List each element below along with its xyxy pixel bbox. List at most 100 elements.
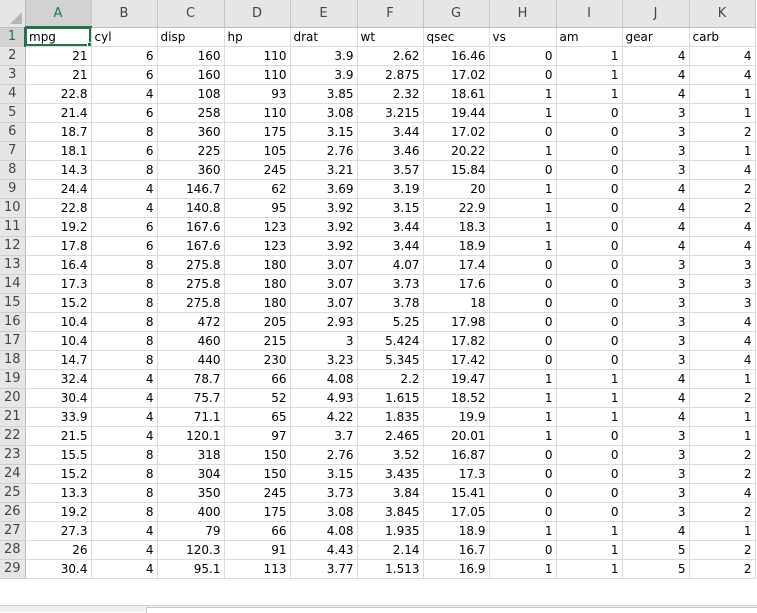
cell-J19[interactable]: 4 — [622, 369, 690, 389]
cell-F20[interactable]: 1.615 — [357, 388, 424, 408]
cell-A3[interactable]: 21 — [25, 65, 92, 85]
select-all-button[interactable] — [0, 0, 26, 28]
cell-I11[interactable]: 0 — [556, 217, 623, 237]
cell-A24[interactable]: 15.2 — [25, 464, 92, 484]
cell-A13[interactable]: 16.4 — [25, 255, 92, 275]
cell-B19[interactable]: 4 — [91, 369, 158, 389]
cell-C9[interactable]: 146.7 — [157, 179, 225, 199]
cell-F21[interactable]: 1.835 — [357, 407, 424, 427]
cell-E1[interactable]: drat — [290, 27, 358, 47]
cell-B8[interactable]: 8 — [91, 160, 158, 180]
cell-J23[interactable]: 3 — [622, 445, 690, 465]
cell-E4[interactable]: 3.85 — [290, 84, 358, 104]
cell-A25[interactable]: 13.3 — [25, 483, 92, 503]
cell-B20[interactable]: 4 — [91, 388, 158, 408]
row-header-16[interactable]: 16 — [0, 312, 26, 332]
cell-B4[interactable]: 4 — [91, 84, 158, 104]
cell-I28[interactable]: 1 — [556, 540, 623, 560]
row-header-25[interactable]: 25 — [0, 483, 26, 503]
cell-D3[interactable]: 110 — [224, 65, 291, 85]
cell-K21[interactable]: 1 — [689, 407, 756, 427]
cell-B12[interactable]: 6 — [91, 236, 158, 256]
cell-A8[interactable]: 14.3 — [25, 160, 92, 180]
cell-D6[interactable]: 175 — [224, 122, 291, 142]
cell-F29[interactable]: 1.513 — [357, 559, 424, 579]
cell-E8[interactable]: 3.21 — [290, 160, 358, 180]
cell-G12[interactable]: 18.9 — [423, 236, 490, 256]
cell-B3[interactable]: 6 — [91, 65, 158, 85]
cell-F22[interactable]: 2.465 — [357, 426, 424, 446]
cell-H25[interactable]: 0 — [489, 483, 557, 503]
cell-C22[interactable]: 120.1 — [157, 426, 225, 446]
cell-J4[interactable]: 4 — [622, 84, 690, 104]
cell-E28[interactable]: 4.43 — [290, 540, 358, 560]
cell-J17[interactable]: 3 — [622, 331, 690, 351]
cell-F11[interactable]: 3.44 — [357, 217, 424, 237]
cell-H13[interactable]: 0 — [489, 255, 557, 275]
scrollbar-thumb[interactable] — [146, 607, 757, 613]
row-header-14[interactable]: 14 — [0, 274, 26, 294]
cell-G23[interactable]: 16.87 — [423, 445, 490, 465]
cell-D13[interactable]: 180 — [224, 255, 291, 275]
cell-I19[interactable]: 1 — [556, 369, 623, 389]
cell-D28[interactable]: 91 — [224, 540, 291, 560]
cell-F28[interactable]: 2.14 — [357, 540, 424, 560]
cell-H19[interactable]: 1 — [489, 369, 557, 389]
cell-K18[interactable]: 4 — [689, 350, 756, 370]
cell-G21[interactable]: 19.9 — [423, 407, 490, 427]
cell-C1[interactable]: disp — [157, 27, 225, 47]
cell-F4[interactable]: 2.32 — [357, 84, 424, 104]
cell-F1[interactable]: wt — [357, 27, 424, 47]
cell-K15[interactable]: 3 — [689, 293, 756, 313]
cell-G4[interactable]: 18.61 — [423, 84, 490, 104]
cell-C6[interactable]: 360 — [157, 122, 225, 142]
cell-E19[interactable]: 4.08 — [290, 369, 358, 389]
cell-D15[interactable]: 180 — [224, 293, 291, 313]
cell-D2[interactable]: 110 — [224, 46, 291, 66]
cell-K17[interactable]: 4 — [689, 331, 756, 351]
cell-I29[interactable]: 1 — [556, 559, 623, 579]
cell-F9[interactable]: 3.19 — [357, 179, 424, 199]
cell-C26[interactable]: 400 — [157, 502, 225, 522]
cell-A29[interactable]: 30.4 — [25, 559, 92, 579]
cell-B9[interactable]: 4 — [91, 179, 158, 199]
cell-F13[interactable]: 4.07 — [357, 255, 424, 275]
cell-E27[interactable]: 4.08 — [290, 521, 358, 541]
cell-J6[interactable]: 3 — [622, 122, 690, 142]
cell-A10[interactable]: 22.8 — [25, 198, 92, 218]
cell-E29[interactable]: 3.77 — [290, 559, 358, 579]
cell-K10[interactable]: 2 — [689, 198, 756, 218]
cell-E14[interactable]: 3.07 — [290, 274, 358, 294]
cell-K9[interactable]: 2 — [689, 179, 756, 199]
cell-I12[interactable]: 0 — [556, 236, 623, 256]
cell-K2[interactable]: 4 — [689, 46, 756, 66]
cell-D18[interactable]: 230 — [224, 350, 291, 370]
cell-B2[interactable]: 6 — [91, 46, 158, 66]
cell-G10[interactable]: 22.9 — [423, 198, 490, 218]
cell-I18[interactable]: 0 — [556, 350, 623, 370]
cell-C12[interactable]: 167.6 — [157, 236, 225, 256]
cell-J13[interactable]: 3 — [622, 255, 690, 275]
cell-H9[interactable]: 1 — [489, 179, 557, 199]
cell-F3[interactable]: 2.875 — [357, 65, 424, 85]
cell-G11[interactable]: 18.3 — [423, 217, 490, 237]
cell-E17[interactable]: 3 — [290, 331, 358, 351]
cell-A6[interactable]: 18.7 — [25, 122, 92, 142]
cell-A7[interactable]: 18.1 — [25, 141, 92, 161]
cell-C7[interactable]: 225 — [157, 141, 225, 161]
cell-C27[interactable]: 79 — [157, 521, 225, 541]
cell-K8[interactable]: 4 — [689, 160, 756, 180]
cell-B15[interactable]: 8 — [91, 293, 158, 313]
cell-G29[interactable]: 16.9 — [423, 559, 490, 579]
row-header-17[interactable]: 17 — [0, 331, 26, 351]
cell-H17[interactable]: 0 — [489, 331, 557, 351]
cell-D22[interactable]: 97 — [224, 426, 291, 446]
cell-J28[interactable]: 5 — [622, 540, 690, 560]
cell-I14[interactable]: 0 — [556, 274, 623, 294]
cell-G25[interactable]: 15.41 — [423, 483, 490, 503]
cell-D23[interactable]: 150 — [224, 445, 291, 465]
cell-H11[interactable]: 1 — [489, 217, 557, 237]
cell-J12[interactable]: 4 — [622, 236, 690, 256]
cell-J14[interactable]: 3 — [622, 274, 690, 294]
cell-G8[interactable]: 15.84 — [423, 160, 490, 180]
